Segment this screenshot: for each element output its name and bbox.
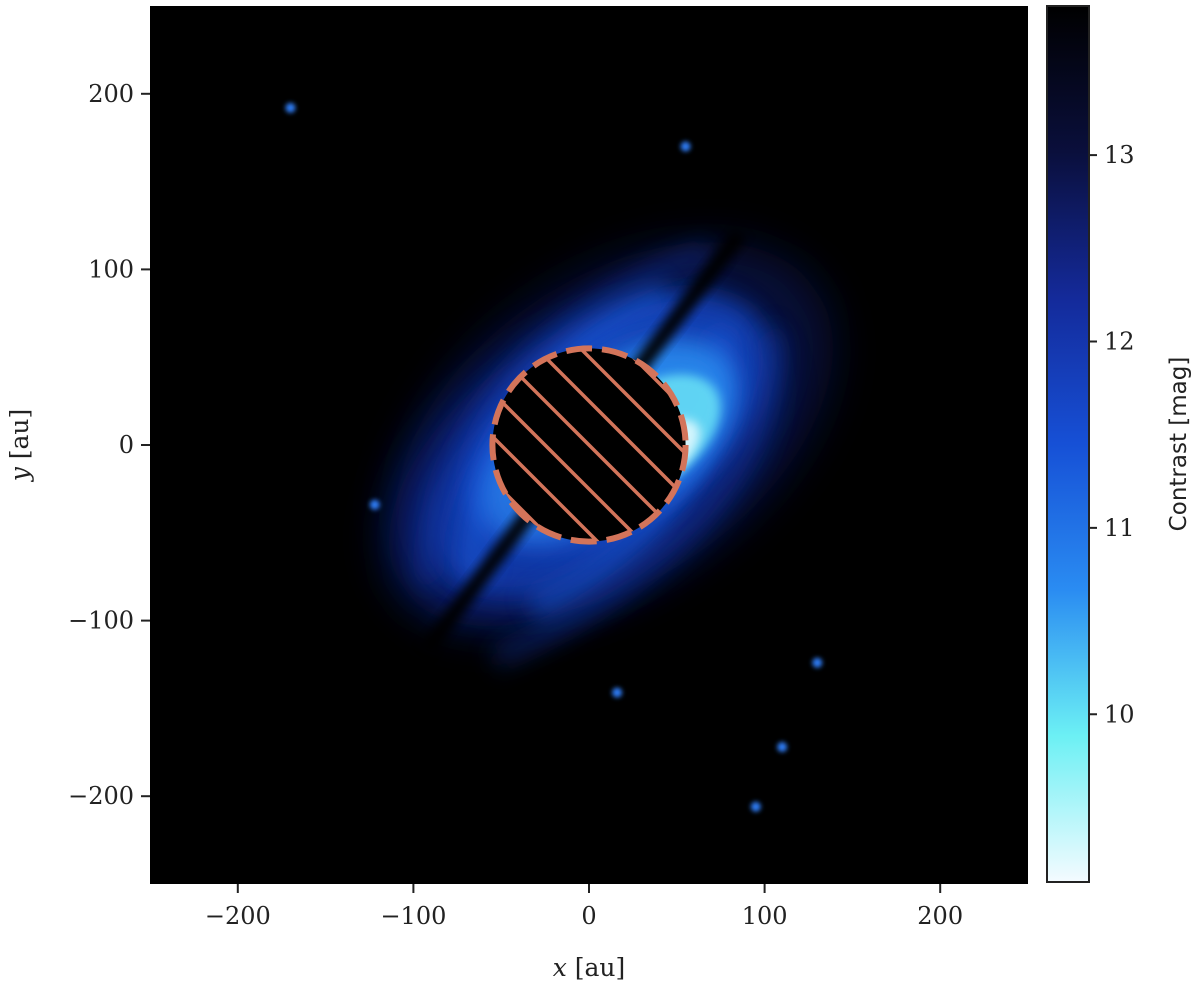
colorbar-tick-label: 13 (1104, 141, 1135, 169)
y-tick-label: −200 (68, 782, 134, 810)
colorbar-tick-label: 12 (1104, 327, 1135, 355)
point-source (612, 687, 623, 698)
axes: −200 −100 0 100 200 −200 −100 0 100 200 x [au] y… (5, 80, 963, 982)
x-ticks: −200 −100 0 100 200 (205, 884, 963, 930)
point-source (750, 801, 761, 812)
point-sources (285, 102, 823, 812)
point-source (369, 499, 380, 510)
x-tick-label: 0 (581, 902, 596, 930)
point-source (285, 102, 296, 113)
hatch-line (492, 348, 686, 542)
x-axis-label: x [au] (553, 953, 626, 982)
hatch-line (492, 348, 686, 542)
colorbar-tick-label: 10 (1104, 700, 1135, 728)
x-tick-label: −100 (380, 902, 446, 930)
y-tick-label: 0 (119, 431, 134, 459)
point-source (812, 657, 823, 668)
hatch-line (492, 348, 686, 542)
colorbar-frame (1046, 5, 1090, 883)
mask-edge (489, 345, 689, 545)
colorbar-ticks: 10 11 12 13 (1089, 141, 1135, 728)
inner-mask (489, 345, 689, 545)
hatch-line (492, 348, 686, 542)
point-source (777, 742, 788, 753)
x-tick-label: 200 (917, 902, 963, 930)
colorbar-tick-label: 11 (1104, 514, 1135, 542)
x-tick-label: 100 (742, 902, 788, 930)
plot-area (150, 6, 1028, 884)
point-source (680, 141, 691, 152)
x-tick-label: −200 (205, 902, 271, 930)
colorbar-label: Contrast [mag] (1166, 357, 1192, 532)
mask-hatch (492, 348, 686, 542)
colorbar-gradient (1047, 6, 1089, 882)
y-tick-label: 100 (88, 255, 134, 283)
colorbar: 10 11 12 13 Contrast [mag] (1046, 5, 1192, 883)
y-tick-label: 200 (88, 80, 134, 108)
y-ticks: −200 −100 0 100 200 (68, 80, 150, 810)
y-tick-label: −100 (68, 607, 134, 635)
y-axis-label: y [au] (5, 409, 34, 483)
hatch-line (492, 348, 686, 542)
